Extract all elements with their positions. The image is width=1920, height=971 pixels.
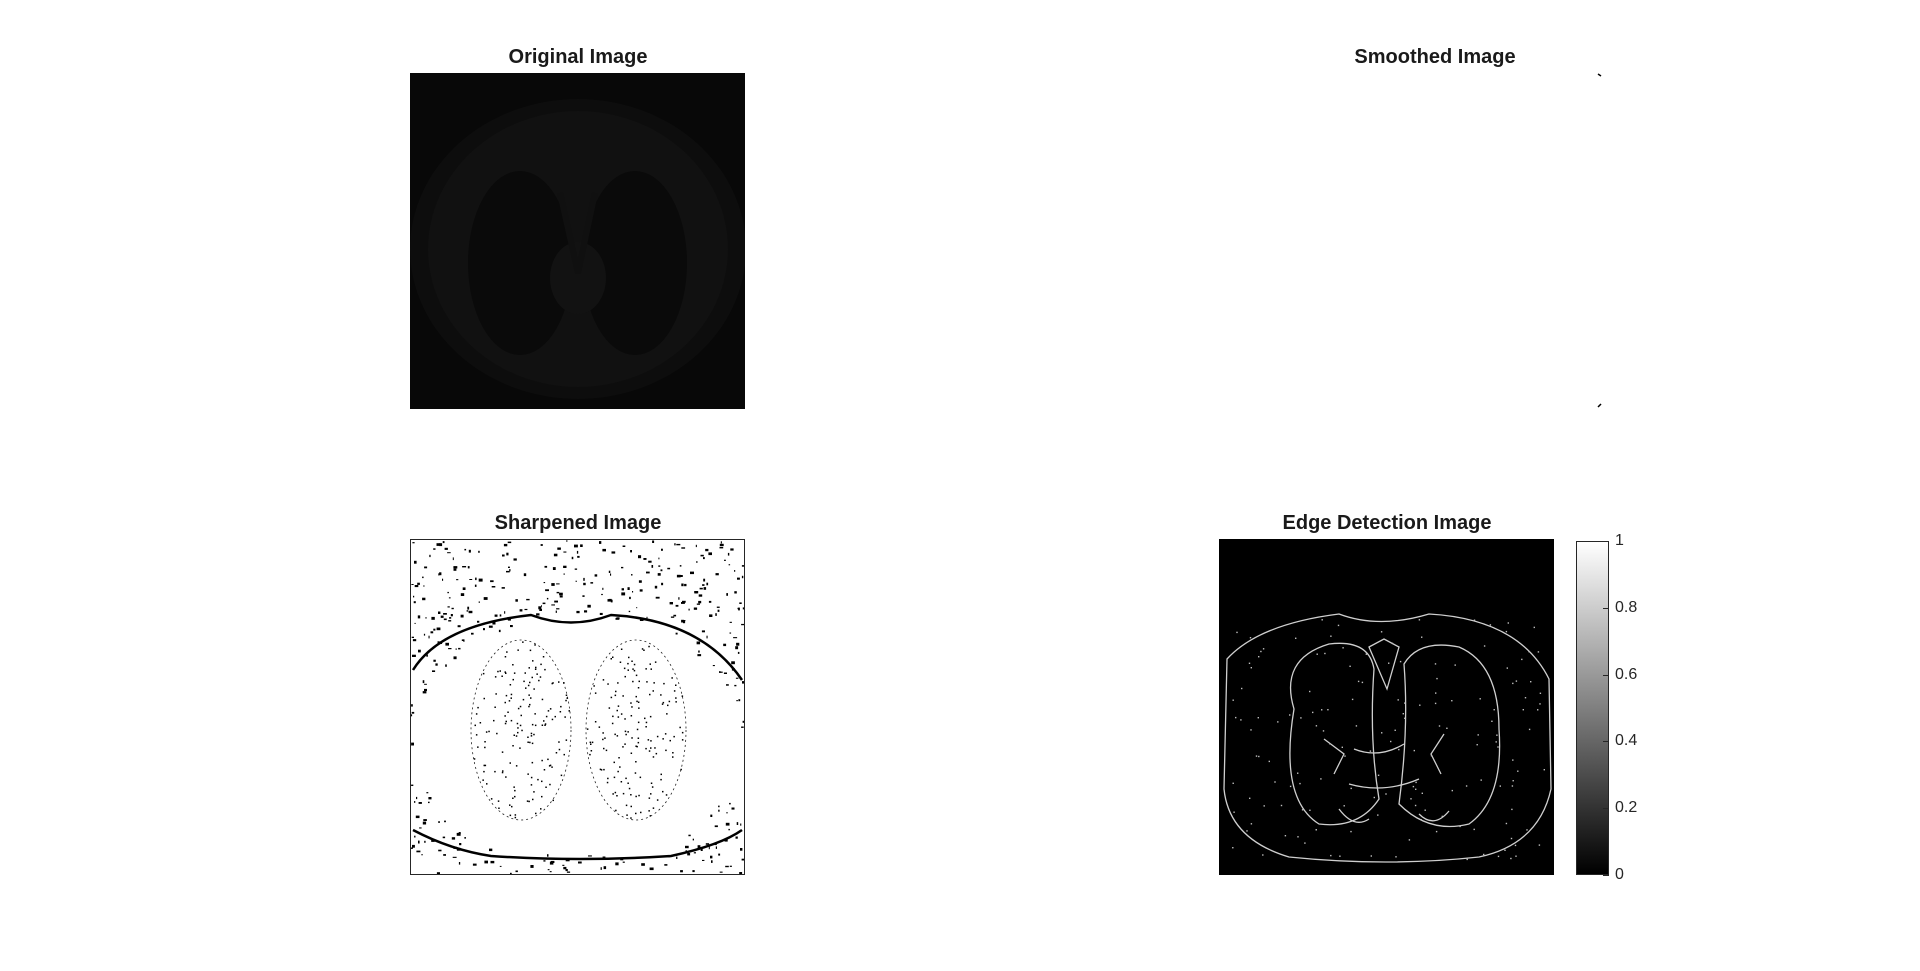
colorbar-tick xyxy=(1603,608,1609,609)
colorbar-tick xyxy=(1603,741,1609,742)
original-image-axes xyxy=(410,73,745,409)
colorbar-tick xyxy=(1603,541,1609,542)
colorbar-tick-label: 0 xyxy=(1615,866,1624,883)
sharpened-image-axes xyxy=(410,539,745,875)
smoothed-image-axes xyxy=(1267,73,1602,409)
colorbar-tick-label: 0.6 xyxy=(1615,666,1638,683)
original-image-title: Original Image xyxy=(508,46,648,68)
colorbar xyxy=(1576,541,1609,875)
colorbar-tick xyxy=(1603,875,1609,876)
colorbar-tick-label: 0.4 xyxy=(1615,732,1638,749)
sharpened-image-title: Sharpened Image xyxy=(494,512,662,534)
edge-image-title: Edge Detection Image xyxy=(1282,512,1492,534)
edge-ct-image xyxy=(1219,539,1554,875)
sharpened-ct-image xyxy=(411,540,744,874)
edge-image-axes xyxy=(1219,539,1554,875)
original-ct-image xyxy=(410,73,745,409)
colorbar-tick xyxy=(1603,808,1609,809)
colorbar-tick-label: 1 xyxy=(1615,532,1624,549)
colorbar-tick xyxy=(1603,675,1609,676)
smoothed-image-title: Smoothed Image xyxy=(1354,46,1516,68)
smoothed-ct-image xyxy=(1267,73,1602,409)
colorbar-tick-label: 0.8 xyxy=(1615,599,1638,616)
colorbar-tick-label: 0.2 xyxy=(1615,799,1638,816)
